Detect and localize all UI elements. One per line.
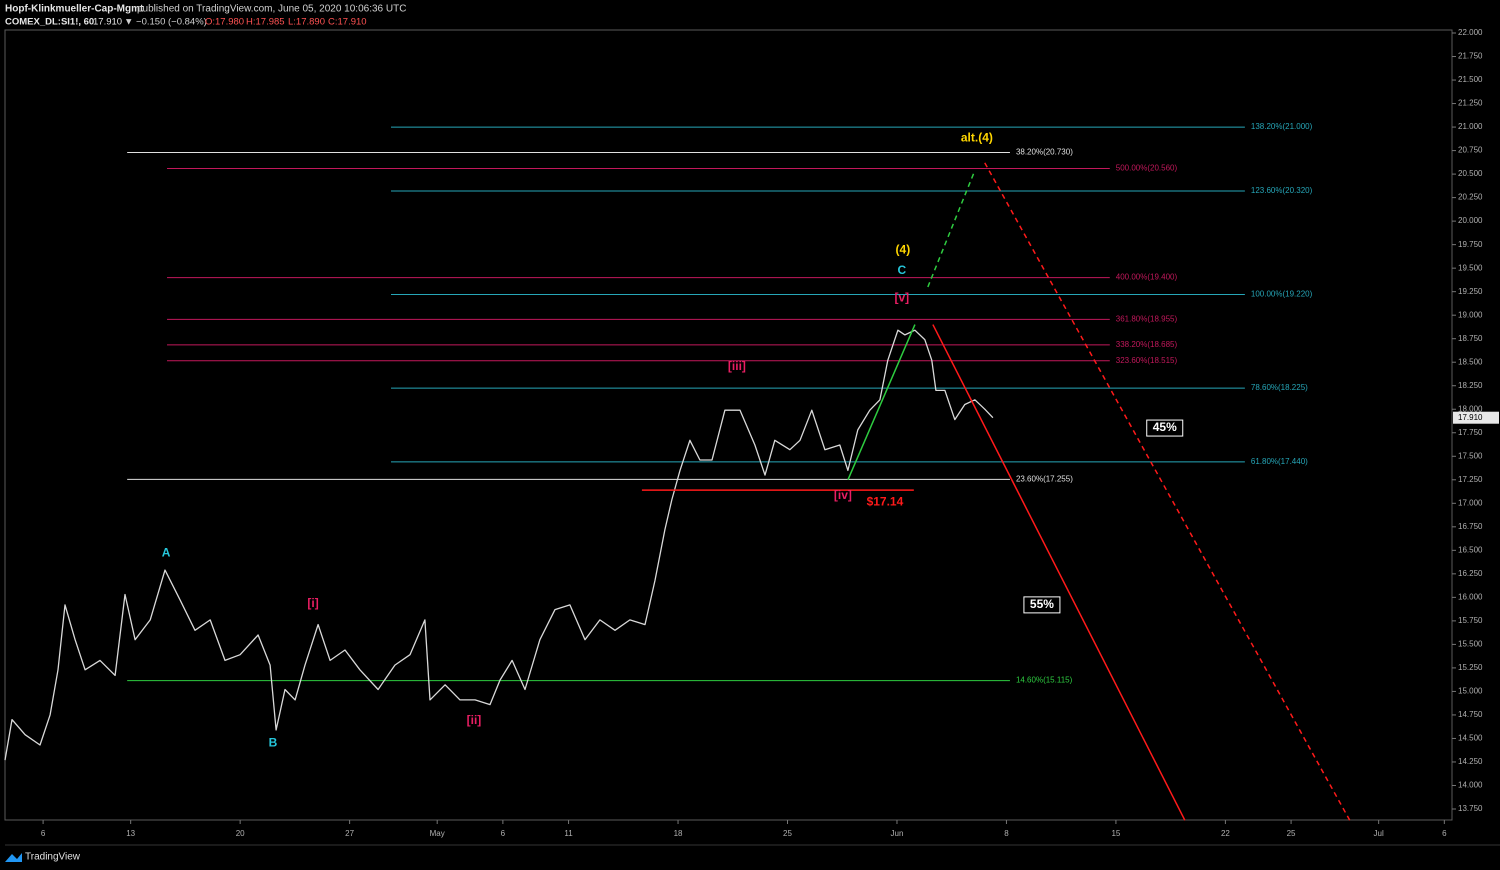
y-tick-label: 16.250: [1458, 569, 1483, 578]
x-tick-label: 18: [674, 829, 683, 838]
fib-level-label: 361.80%(18.955): [1116, 315, 1178, 324]
fib-level-label: 61.80%(17.440): [1251, 457, 1308, 466]
y-tick-label: 15.250: [1458, 663, 1483, 672]
y-tick-label: 15.000: [1458, 687, 1483, 696]
y-tick-label: 18.000: [1458, 404, 1483, 413]
trend-line: [932, 324, 1186, 821]
y-tick-label: 21.250: [1458, 99, 1483, 108]
x-tick-label: 6: [41, 829, 46, 838]
brand: TradingView: [25, 852, 81, 863]
y-tick-label: 18.250: [1458, 381, 1483, 390]
close: C:17.910: [328, 17, 367, 28]
fib-level-label: 323.60%(18.515): [1116, 356, 1178, 365]
y-tick-label: 18.750: [1458, 334, 1483, 343]
trend-line: [927, 170, 976, 288]
y-tick-label: 14.250: [1458, 757, 1483, 766]
annotation: alt.(4): [961, 131, 993, 145]
y-tick-label: 19.750: [1458, 240, 1483, 249]
open: O:17.980: [205, 17, 244, 28]
x-tick-label: Jun: [891, 829, 904, 838]
last-price-tag: [1453, 411, 1499, 424]
price-line: [4, 329, 994, 761]
annotation: [iii]: [728, 359, 746, 373]
fib-level-label: 23.60%(17.255): [1016, 474, 1073, 483]
y-tick-label: 21.500: [1458, 75, 1483, 84]
annotation: [i]: [307, 596, 318, 610]
annotation: (4): [896, 242, 911, 256]
trend-line: [847, 324, 916, 481]
y-tick-label: 21.000: [1458, 122, 1483, 131]
logo: [5, 853, 22, 862]
fib-level-label: 123.60%(20.320): [1251, 186, 1313, 195]
low: L:17.890: [288, 17, 325, 28]
y-tick-label: 15.750: [1458, 616, 1483, 625]
x-tick-label: 8: [1004, 829, 1009, 838]
y-tick-label: 22.000: [1458, 28, 1483, 37]
y-tick-label: 14.000: [1458, 781, 1483, 790]
y-tick-label: 19.500: [1458, 263, 1483, 272]
annotation: 45%: [1153, 420, 1177, 434]
plot-frame: [4, 29, 1453, 821]
annotation: A: [162, 545, 171, 559]
x-tick-label: 25: [1287, 829, 1296, 838]
y-tick-label: 17.500: [1458, 451, 1483, 460]
y-tick-label: 20.750: [1458, 146, 1483, 155]
y-tick-label: 16.750: [1458, 522, 1483, 531]
annotation-box: [1146, 419, 1184, 437]
y-tick-label: 17.750: [1458, 428, 1483, 437]
y-tick-label: 20.500: [1458, 169, 1483, 178]
logo-icon: [5, 853, 22, 862]
high: H:17.985: [246, 17, 285, 28]
y-tick-label: 17.250: [1458, 475, 1483, 484]
y-tick-label: 20.250: [1458, 193, 1483, 202]
x-tick-label: May: [430, 829, 445, 838]
symbol: COMEX_DL:SI1!, 60: [5, 17, 94, 28]
y-tick-label: 19.000: [1458, 310, 1483, 319]
y-tick-label: 14.750: [1458, 710, 1483, 719]
fib-level-label: 500.00%(20.560): [1116, 164, 1178, 173]
x-tick-label: 25: [783, 829, 792, 838]
annotation: [iv]: [834, 488, 852, 502]
x-tick-label: 22: [1221, 829, 1230, 838]
fib-level-label: 138.20%(21.000): [1251, 122, 1313, 131]
published: published on TradingView.com, June 05, 2…: [137, 4, 406, 15]
y-tick-label: 14.500: [1458, 734, 1483, 743]
x-tick-label: 15: [1111, 829, 1120, 838]
x-tick-label: 6: [501, 829, 506, 838]
y-tick-label: 16.000: [1458, 592, 1483, 601]
annotation: [ii]: [467, 713, 482, 727]
annotation: C: [897, 263, 906, 277]
fib-level-label: 14.60%(15.115): [1016, 676, 1073, 685]
x-tick-label: 27: [345, 829, 354, 838]
x-tick-label: 11: [564, 829, 573, 838]
annotation: 55%: [1030, 597, 1054, 611]
last-price-tag-label: 17.910: [1458, 413, 1483, 422]
annotation: B: [269, 735, 278, 749]
change: ▼ −0.150 (−0.84%): [124, 17, 207, 28]
fib-level-label: 78.60%(18.225): [1251, 383, 1308, 392]
y-tick-label: 20.000: [1458, 216, 1483, 225]
y-tick-label: 17.000: [1458, 498, 1483, 507]
fib-level-label: 400.00%(19.400): [1116, 273, 1178, 282]
last-price: 17.910: [93, 17, 122, 28]
fib-level-label: 100.00%(19.220): [1251, 290, 1313, 299]
x-tick-label: 13: [126, 829, 135, 838]
fib-level-label: 338.20%(18.685): [1116, 340, 1178, 349]
y-tick-label: 13.750: [1458, 804, 1483, 813]
annotation: [v]: [894, 290, 909, 304]
x-tick-label: 20: [236, 829, 245, 838]
y-tick-label: 18.500: [1458, 357, 1483, 366]
y-tick-label: 19.250: [1458, 287, 1483, 296]
x-tick-label: 6: [1442, 829, 1447, 838]
y-tick-label: 15.500: [1458, 640, 1483, 649]
fib-level-label: 38.20%(20.730): [1016, 148, 1073, 157]
annotation: $17.14: [867, 495, 904, 509]
annotation-box: [1023, 596, 1061, 614]
y-tick-label: 16.500: [1458, 545, 1483, 554]
y-tick-label: 21.750: [1458, 52, 1483, 61]
x-tick-label: Jul: [1374, 829, 1384, 838]
author: Hopf-Klinkmueller-Cap-Mgmt: [5, 4, 144, 15]
